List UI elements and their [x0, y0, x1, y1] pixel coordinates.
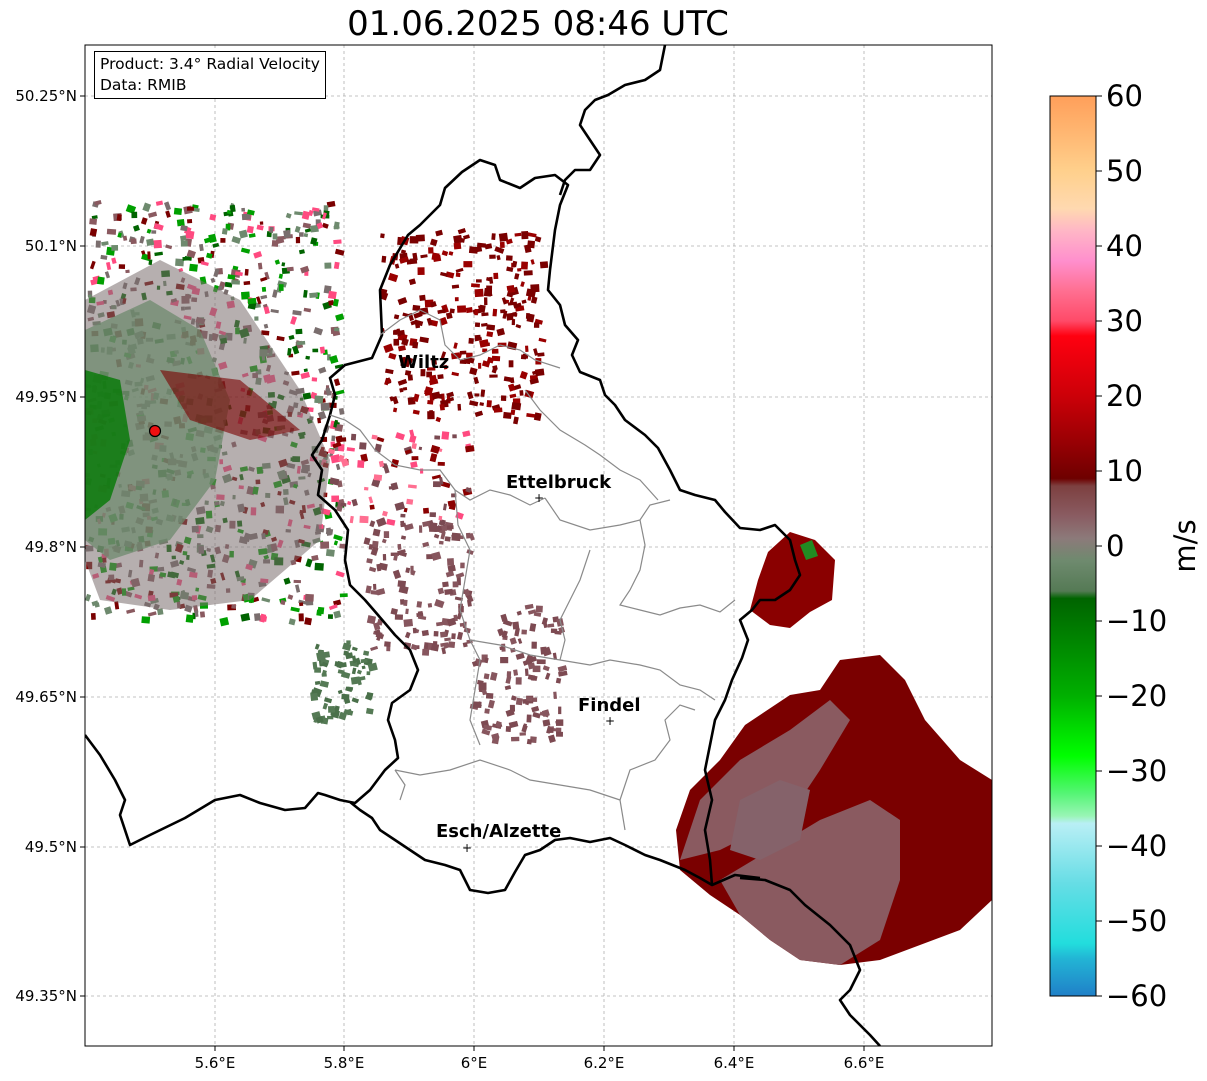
- colorbar-tick-label: 60: [1106, 79, 1143, 113]
- border-french: [739, 876, 881, 1046]
- figure-title: 01.06.2025 08:46 UTC: [347, 4, 729, 44]
- border-french-west: [711, 873, 761, 887]
- colorbar-tick-label: 20: [1106, 379, 1143, 413]
- longitude-ticks: 5.6°E 5.8°E 6°E 6.2°E 6.4°E 6.6°E: [195, 1046, 885, 1072]
- latitude-ticks: 50.25°N 50.1°N 49.95°N 49.8°N 49.65°N 49…: [15, 87, 85, 1005]
- colorbar-tick-label: −60: [1106, 979, 1167, 1013]
- radar-clutter-area: [85, 260, 330, 610]
- storm-cell-east: [750, 532, 835, 628]
- map-frame: [84, 44, 993, 1047]
- storm-cell-southeast: [676, 655, 992, 965]
- colorbar-tick-label: −50: [1106, 904, 1167, 938]
- colorbar-tick-label: −30: [1106, 754, 1167, 788]
- border-luxembourg: [85, 158, 802, 895]
- lat-tick-label: 49.65°N: [15, 688, 77, 706]
- radar-site-marker: [148, 424, 162, 438]
- colorbar-tick-label: 50: [1106, 154, 1143, 188]
- product-info-box: Product: 3.4° Radial Velocity Data: RMIB: [94, 51, 326, 99]
- colorbar-tick-label: −40: [1106, 829, 1167, 863]
- product-label: Product: 3.4° Radial Velocity: [100, 55, 320, 73]
- colorbar-tick-label: −10: [1106, 604, 1167, 638]
- lon-tick-label: 6.6°E: [844, 1054, 885, 1072]
- city-marker-ettelbruck: +: [534, 491, 544, 505]
- colorbar-tick-label: 10: [1106, 454, 1143, 488]
- lat-tick-label: 49.35°N: [15, 987, 77, 1005]
- border-german: [558, 45, 667, 196]
- lon-tick-label: 5.6°E: [195, 1054, 236, 1072]
- city-marker-findel: +: [605, 714, 615, 728]
- city-label-ettelbruck: Ettelbruck: [506, 472, 612, 493]
- lat-tick-label: 49.95°N: [15, 388, 77, 406]
- colorbar-tick-label: 0: [1106, 529, 1124, 563]
- lat-tick-label: 50.1°N: [25, 237, 77, 255]
- colorbar-tick-label: 40: [1106, 229, 1143, 263]
- colorbar-bar: [1049, 95, 1097, 997]
- lon-tick-label: 6.2°E: [584, 1054, 625, 1072]
- colorbar-tick-label: −20: [1106, 679, 1167, 713]
- data-source-label: Data: RMIB: [100, 76, 187, 94]
- city-label-wiltz: Wiltz: [398, 352, 449, 373]
- city-markers: Wiltz Ettelbruck + Findel + Esch/Alzette…: [398, 352, 641, 855]
- lat-tick-label: 50.25°N: [15, 87, 77, 105]
- canton-boundaries: [329, 309, 736, 831]
- lon-tick-label: 6°E: [461, 1054, 488, 1072]
- colorbar-tick-label: 30: [1106, 304, 1143, 338]
- colorbar-ticks: 60 50 40 30 20 10 0 −10 −20 −30 −40 −50 −60: [1096, 79, 1167, 1013]
- lon-tick-label: 5.8°E: [324, 1054, 365, 1072]
- lon-tick-label: 6.4°E: [714, 1054, 755, 1072]
- lat-tick-label: 49.8°N: [25, 538, 77, 556]
- lat-tick-label: 49.5°N: [25, 838, 77, 856]
- city-marker-esch-alzette: +: [462, 841, 472, 855]
- colorbar: 60 50 40 30 20 10 0 −10 −20 −30 −40 −50 −60 m/s: [1049, 79, 1202, 1013]
- city-label-esch-alzette: Esch/Alzette: [436, 821, 561, 842]
- colorbar-unit-label: m/s: [1168, 519, 1202, 572]
- city-label-findel: Findel: [578, 695, 641, 716]
